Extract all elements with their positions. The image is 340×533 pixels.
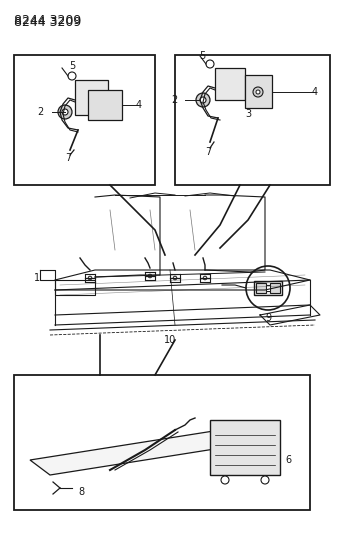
Text: 8: 8 — [78, 487, 84, 497]
Polygon shape — [30, 430, 240, 475]
Bar — [88, 90, 122, 120]
Text: 5: 5 — [69, 61, 75, 71]
Bar — [210, 420, 280, 475]
Circle shape — [173, 276, 177, 280]
Circle shape — [253, 87, 263, 97]
Text: 2: 2 — [172, 95, 178, 105]
Text: 4: 4 — [136, 100, 142, 110]
Bar — [215, 68, 245, 100]
Circle shape — [221, 476, 229, 484]
Text: 3: 3 — [245, 109, 251, 119]
Text: 2: 2 — [37, 107, 43, 117]
Bar — [14, 375, 310, 510]
Bar — [175, 55, 330, 185]
Text: 4: 4 — [312, 87, 318, 97]
Bar — [254, 281, 282, 295]
Text: 7: 7 — [65, 153, 71, 163]
Text: 7: 7 — [205, 147, 211, 157]
Circle shape — [62, 109, 68, 115]
Text: 1: 1 — [34, 273, 40, 283]
Circle shape — [203, 276, 207, 280]
Text: 5: 5 — [199, 51, 205, 61]
Bar — [266, 285, 270, 291]
Text: 9: 9 — [265, 313, 271, 323]
Circle shape — [148, 274, 152, 278]
Circle shape — [200, 97, 206, 103]
Circle shape — [58, 105, 72, 119]
Bar — [270, 283, 280, 293]
Circle shape — [196, 93, 210, 107]
Text: 10: 10 — [164, 335, 176, 345]
Circle shape — [88, 276, 92, 280]
Circle shape — [68, 72, 76, 80]
Bar — [75, 80, 108, 115]
Circle shape — [261, 476, 269, 484]
Bar — [14, 55, 155, 185]
Text: 6: 6 — [285, 455, 291, 465]
Circle shape — [256, 90, 260, 94]
Bar — [256, 283, 266, 293]
Text: 8244 3209: 8244 3209 — [14, 15, 81, 28]
Text: 8244 3209: 8244 3209 — [14, 13, 81, 27]
Circle shape — [206, 60, 214, 68]
Bar — [245, 75, 272, 108]
